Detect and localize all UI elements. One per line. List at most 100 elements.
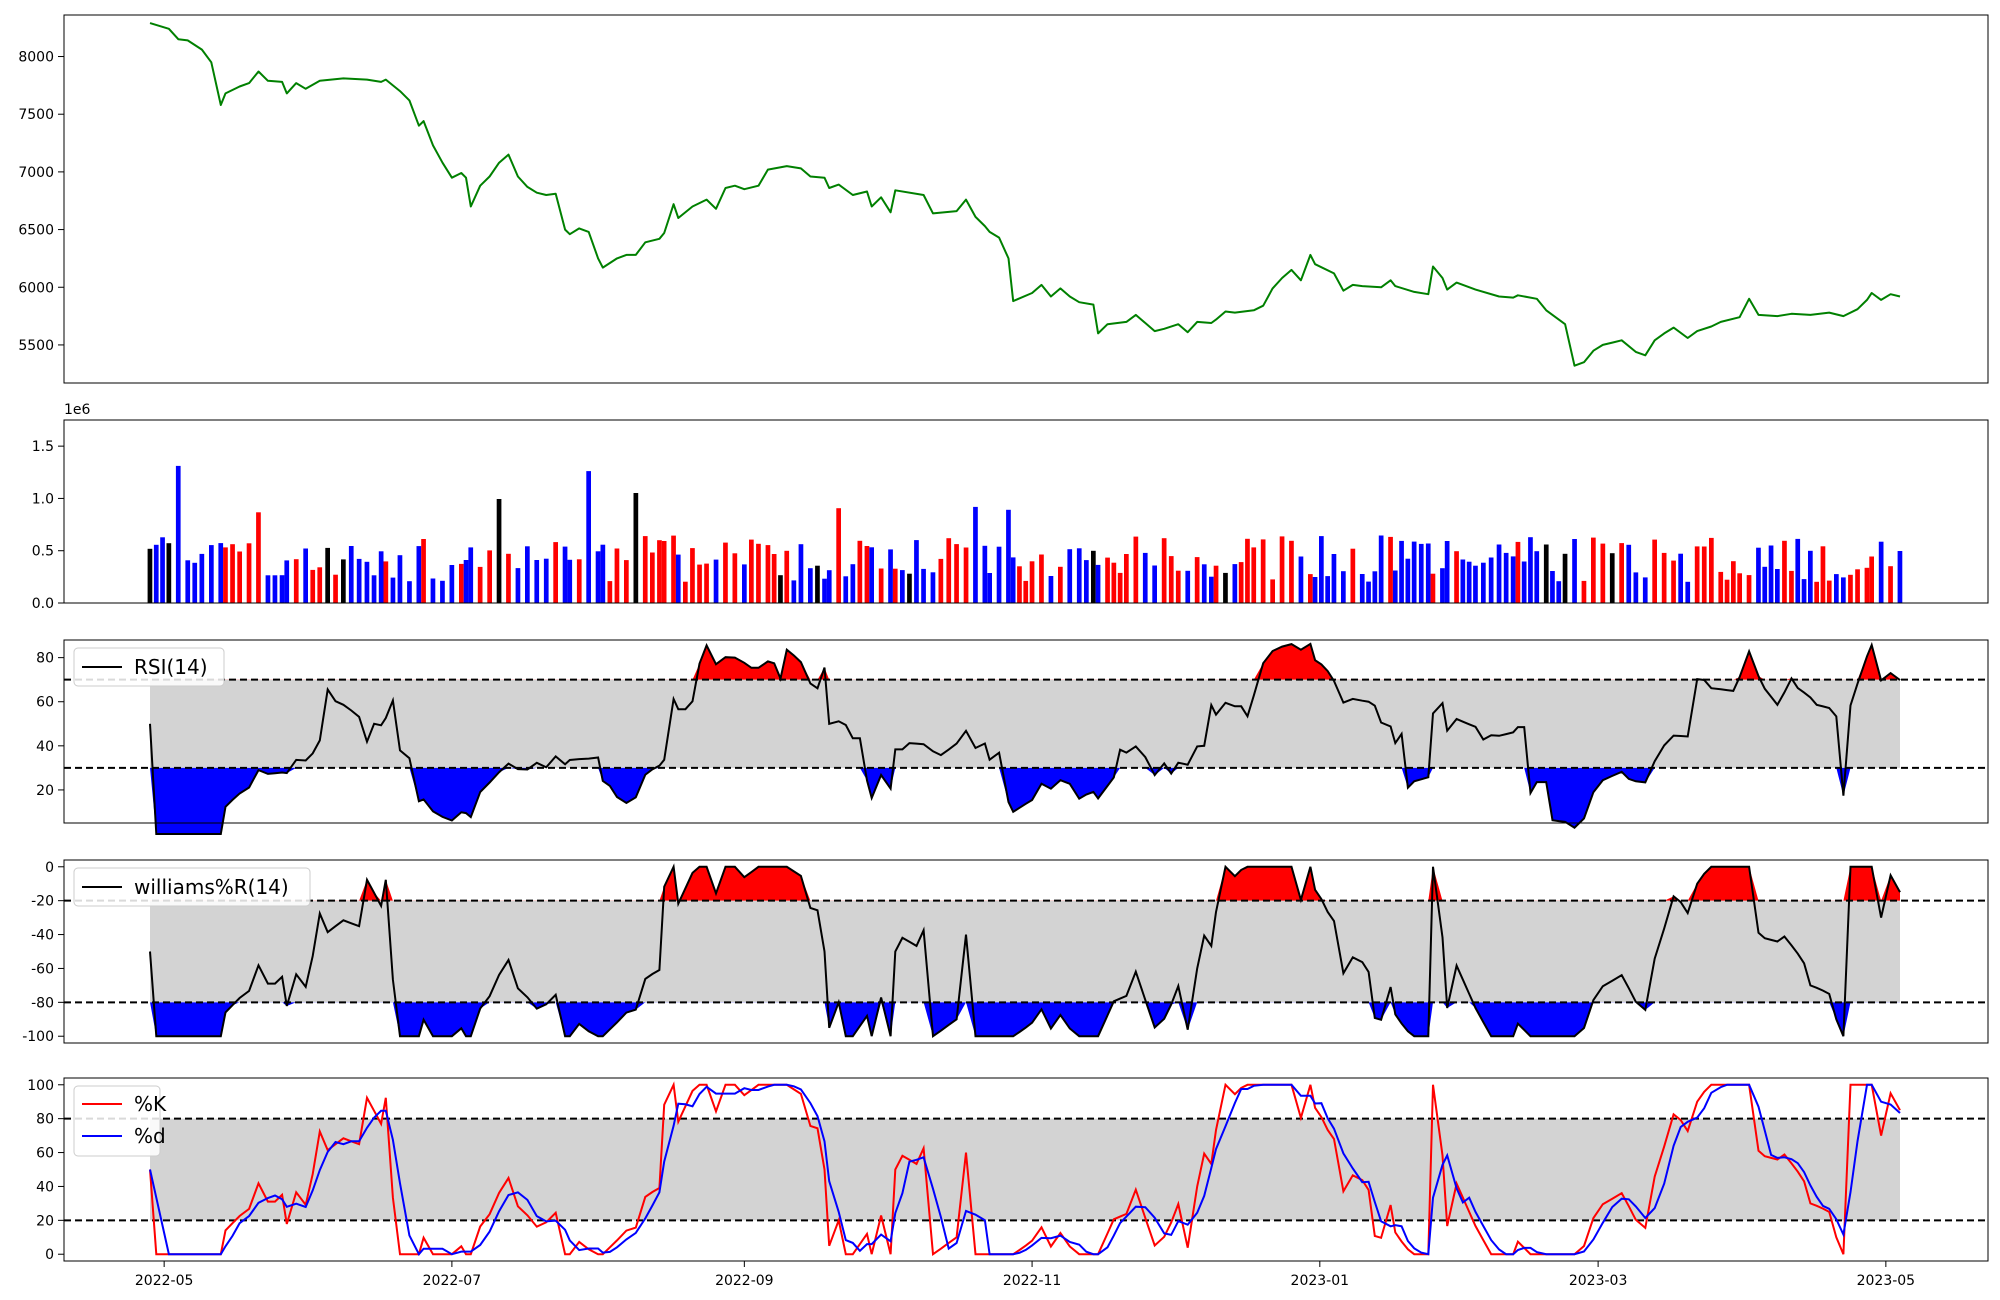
- y-tick-label: -20: [31, 894, 54, 910]
- volume-bar: [416, 546, 422, 603]
- k-line: [149, 1081, 1901, 1257]
- volume-bar: [642, 536, 648, 603]
- volume-bar: [1372, 571, 1378, 603]
- volume-bar: [153, 544, 159, 603]
- volume-bar: [567, 559, 573, 603]
- y-tick-label: -60: [31, 961, 54, 977]
- volume-bar: [1232, 564, 1238, 603]
- volume-bar: [1652, 539, 1657, 603]
- volume-bar: [771, 554, 777, 603]
- d-legend-label: %d: [134, 1124, 166, 1148]
- volume-bar: [397, 555, 403, 603]
- volume-bar: [1481, 562, 1486, 603]
- volume-bar: [1201, 564, 1207, 603]
- volume-bar: [1466, 561, 1472, 603]
- price-y-axis: 5500 6000 6500 7000 7500 8000: [18, 50, 64, 354]
- williams-legend-box: [73, 867, 311, 907]
- volume-bar: [987, 573, 992, 603]
- volume-bar: [1084, 560, 1089, 603]
- volume-bar: [1142, 552, 1148, 603]
- x-tick-label: 2023-01: [1291, 1273, 1350, 1289]
- y-tick-label: 7500: [18, 107, 54, 123]
- volume-bar: [1223, 572, 1228, 603]
- price-panel: 5500 6000 6500 7000 7500 8000: [18, 14, 1989, 384]
- y-tick-label: -80: [31, 995, 54, 1011]
- volume-bar: [1460, 559, 1466, 603]
- volume-bar: [468, 547, 474, 603]
- volume-offset-text: 1e6: [64, 402, 91, 418]
- volume-bar: [1298, 556, 1304, 603]
- volume-bar: [822, 578, 827, 603]
- volume-bar: [946, 538, 952, 603]
- volume-bar: [1076, 548, 1082, 603]
- volume-bar: [1111, 562, 1117, 603]
- volume-bar: [661, 541, 667, 603]
- rsi-legend: RSI(14): [73, 647, 225, 687]
- volume-bar: [1782, 540, 1787, 603]
- x-tick-label: 2022-05: [135, 1273, 194, 1289]
- volume-bar: [1289, 540, 1294, 603]
- volume-bar: [1724, 579, 1730, 603]
- volume-bar: [317, 567, 323, 603]
- volume-bar: [1161, 538, 1167, 603]
- volume-bar: [784, 550, 790, 603]
- volume-bar: [496, 499, 502, 603]
- volume-bar: [892, 568, 898, 603]
- volume-bar: [341, 559, 346, 603]
- volume-bar: [1826, 580, 1832, 603]
- volume-bar: [230, 544, 235, 603]
- volume-bar: [1331, 554, 1337, 603]
- volume-bar: [1399, 540, 1404, 603]
- volume-bar: [675, 554, 681, 603]
- volume-bar: [1678, 553, 1683, 603]
- volume-bar: [1238, 562, 1244, 603]
- volume-bar: [553, 542, 558, 603]
- y-tick-label: 0.0: [32, 596, 54, 612]
- volume-bar: [930, 572, 936, 603]
- volume-bar: [272, 575, 278, 603]
- volume-bar: [1731, 561, 1736, 603]
- volume-bar: [888, 549, 893, 603]
- volume-bar: [1095, 564, 1101, 603]
- volume-bar: [1878, 541, 1884, 603]
- y-tick-label: 0: [45, 860, 54, 876]
- y-tick-label: 5500: [18, 338, 54, 354]
- volume-bar: [333, 574, 338, 603]
- neutral-band: [150, 679, 1900, 768]
- volume-plot: [147, 465, 1903, 603]
- volume-bar: [1600, 543, 1606, 603]
- volume-bar: [279, 575, 285, 603]
- volume-bar: [1661, 552, 1667, 603]
- volume-bar: [506, 553, 511, 603]
- volume-bar: [1581, 580, 1587, 603]
- volume-bar: [356, 558, 362, 603]
- volume-bar: [633, 493, 639, 603]
- volume-bar: [1444, 541, 1450, 603]
- volume-bar: [1869, 556, 1874, 603]
- volume-bar: [1039, 554, 1044, 603]
- volume-bar: [1308, 574, 1313, 603]
- williams-axes-frame: [63, 859, 1989, 1044]
- y-tick-label: 20: [36, 783, 54, 799]
- volume-bar: [371, 575, 377, 603]
- x-tick-label: 2022-09: [715, 1273, 774, 1289]
- volume-bar: [1194, 557, 1200, 603]
- volume-bar: [1855, 569, 1860, 603]
- volume-bar: [1633, 572, 1639, 603]
- volume-bar: [1671, 560, 1676, 603]
- y-tick-label: 60: [36, 1146, 54, 1162]
- volume-bar: [1789, 570, 1794, 603]
- volume-bar: [525, 546, 530, 603]
- volume-bar: [160, 537, 165, 603]
- volume-bar: [1411, 541, 1417, 603]
- x-tick-label: 2023-05: [1857, 1273, 1916, 1289]
- williams-legend-label: williams%R(14): [134, 875, 289, 899]
- volume-bar: [310, 569, 316, 603]
- x-tick-label: 2023-03: [1569, 1273, 1628, 1289]
- volume-bar: [954, 544, 959, 603]
- williams-panel: 0 -20 -40 -60 -80 -100 williams%R(14): [22, 859, 1989, 1045]
- volume-bar: [348, 546, 354, 603]
- volume-bar: [749, 539, 754, 603]
- rsi-panel: 20 40 60 80 RSI(14): [36, 639, 1989, 835]
- volume-bar: [1737, 573, 1742, 603]
